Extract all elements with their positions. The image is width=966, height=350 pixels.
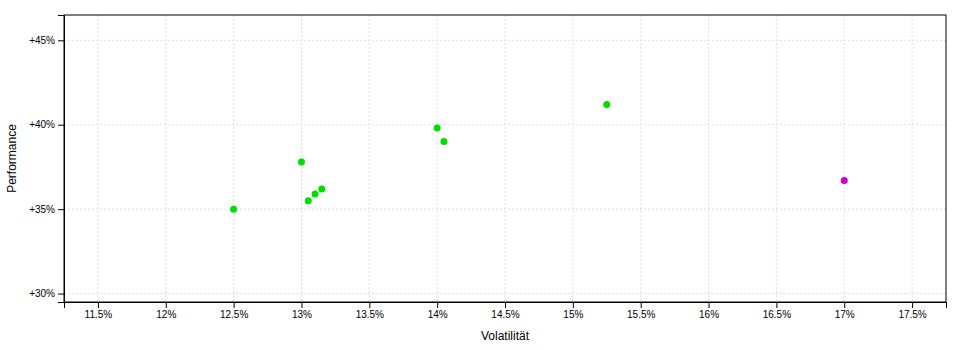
y-tick: +45%: [29, 35, 64, 46]
chart-container: 11.5% 12% 12.5% 13% 13.5% 14% 14.5% 15% 15.5% 16%…: [0, 0, 966, 350]
plot-frame: [64, 15, 946, 302]
x-tick-mark: [98, 302, 99, 308]
x-tick: 15.5%: [627, 302, 655, 320]
x-axis-line: [65, 303, 947, 309]
x-grid-line: [97, 15, 98, 302]
x-tick: 14.5%: [491, 302, 519, 320]
x-tick-mark: [573, 302, 574, 308]
x-tick-label: 13%: [292, 309, 312, 320]
grid: [64, 15, 946, 302]
x-tick-mark: [505, 302, 506, 308]
y-tick-mark: [58, 294, 64, 295]
x-tick-label: 13.5%: [356, 309, 384, 320]
y-axis-title: Performance: [5, 124, 19, 193]
x-tick-mark: [301, 302, 302, 308]
x-tick-label: 16.5%: [763, 309, 791, 320]
y-tick-label: +30%: [29, 288, 55, 299]
y-axis-line: [58, 16, 65, 303]
x-tick: 13%: [292, 302, 312, 320]
x-axis: 11.5% 12% 12.5% 13% 13.5% 14% 14.5% 15% 15.5% 16%…: [65, 302, 947, 320]
y-tick-label: +40%: [29, 119, 55, 130]
y-tick: +30%: [29, 288, 64, 299]
y-tick: +40%: [29, 119, 64, 130]
point: [434, 125, 441, 132]
x-tick: 12.5%: [220, 302, 248, 320]
x-grid-line: [776, 15, 777, 302]
y-tick-label: +35%: [29, 204, 55, 215]
x-tick: 14%: [428, 302, 448, 320]
x-tick-mark: [166, 302, 167, 308]
y-tick-label: +45%: [29, 35, 55, 46]
point: [230, 206, 237, 213]
chart-svg: 11.5% 12% 12.5% 13% 13.5% 14% 14.5% 15% 15.5% 16%…: [0, 0, 966, 350]
series-0: [230, 101, 610, 213]
x-tick-mark: [912, 302, 913, 308]
series-1: [841, 177, 848, 184]
x-tick: 12%: [156, 302, 176, 320]
point: [440, 138, 447, 145]
x-tick-mark: [844, 302, 845, 308]
x-tick-label: 14.5%: [491, 309, 519, 320]
y-grid-line: [64, 209, 946, 210]
x-grid-line: [369, 15, 370, 302]
x-tick-label: 11.5%: [85, 309, 113, 320]
x-tick: 16%: [699, 302, 719, 320]
x-tick: 15%: [563, 302, 583, 320]
x-grid-line: [640, 15, 641, 302]
x-grid-line: [844, 15, 845, 302]
y-grid-line: [64, 40, 946, 41]
x-tick-mark: [369, 302, 370, 308]
y-axis: +30% +35% +40% +45%: [29, 16, 64, 303]
point: [603, 101, 610, 108]
x-axis-title: Volatilität: [481, 329, 530, 343]
x-tick-mark: [234, 302, 235, 308]
x-tick-label: 17.5%: [898, 309, 926, 320]
x-tick-label: 12%: [156, 309, 176, 320]
point: [841, 177, 848, 184]
y-grid-line: [64, 293, 946, 294]
point: [298, 158, 305, 165]
x-tick-mark: [437, 302, 438, 308]
y-tick-mark: [58, 40, 64, 41]
y-tick: +35%: [29, 204, 64, 215]
x-tick-label: 15%: [563, 309, 583, 320]
x-grid-line: [708, 15, 709, 302]
x-tick-label: 15.5%: [627, 309, 655, 320]
x-tick: 11.5%: [85, 302, 113, 320]
point: [318, 185, 325, 192]
x-grid-line: [437, 15, 438, 302]
x-tick: 17%: [835, 302, 855, 320]
x-tick: 16.5%: [763, 302, 791, 320]
x-grid-line: [233, 15, 234, 302]
x-tick: 17.5%: [898, 302, 926, 320]
x-grid-line: [165, 15, 166, 302]
x-grid-line: [572, 15, 573, 302]
x-tick-mark: [641, 302, 642, 308]
x-tick-label: 17%: [835, 309, 855, 320]
x-tick: 13.5%: [356, 302, 384, 320]
x-grid-line: [505, 15, 506, 302]
x-tick-mark: [709, 302, 710, 308]
y-tick-mark: [58, 125, 64, 126]
x-tick-label: 16%: [699, 309, 719, 320]
points: [230, 101, 848, 213]
x-tick-label: 12.5%: [220, 309, 248, 320]
x-tick-label: 14%: [428, 309, 448, 320]
x-tick-mark: [776, 302, 777, 308]
y-tick-mark: [58, 209, 64, 210]
x-grid-line: [912, 15, 913, 302]
y-grid-line: [64, 124, 946, 125]
point: [305, 197, 312, 204]
point: [312, 190, 319, 197]
